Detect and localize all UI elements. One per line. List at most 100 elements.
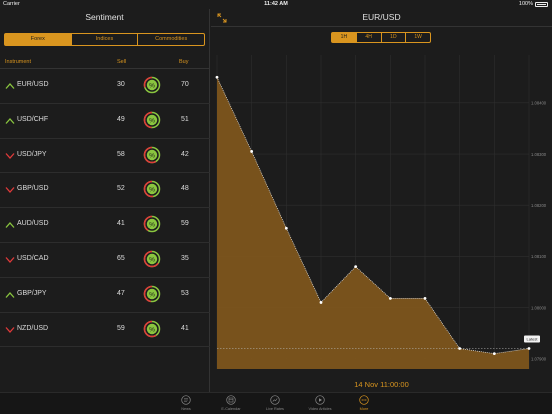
- series-line: [216, 77, 530, 354]
- tab-live-rates[interactable]: Live Rates: [255, 395, 295, 411]
- trend-down-icon: [5, 257, 15, 263]
- sell-value: 49: [117, 115, 125, 123]
- instrument-row[interactable]: GBP/JPY 47% 53: [0, 278, 210, 313]
- timeframe-1w[interactable]: 1W: [414, 34, 422, 40]
- sell-value: 47: [117, 289, 125, 297]
- sentiment-gauge: %: [143, 320, 161, 337]
- chart-panel: EUR/USD 1H 4H 1D 1W 1.08400 1.08300 1.0820…: [211, 9, 552, 392]
- price-chart[interactable]: 1.08400 1.08300 1.08200 1.08100 1.08000 1.079…: [211, 9, 552, 392]
- data-point: [284, 226, 288, 230]
- instrument-row[interactable]: USD/CAD 65% 35: [0, 243, 210, 278]
- gauge-symbol: %: [149, 326, 155, 333]
- y-tick-label: 1.08200: [531, 203, 547, 208]
- battery-icon: [535, 1, 548, 7]
- instrument-row[interactable]: NZD/USD 59% 41: [0, 313, 210, 348]
- clock: 11:42 AM: [264, 1, 288, 7]
- data-point: [527, 347, 531, 350]
- instrument-name: NZD/USD: [17, 324, 49, 332]
- trend-up-icon: [5, 117, 15, 124]
- column-sell: Sell: [117, 59, 127, 65]
- sell-value: 59: [117, 324, 125, 332]
- news-icon: [181, 395, 191, 405]
- y-tick-label: 1.08400: [531, 101, 547, 106]
- data-point: [250, 150, 254, 153]
- tab-label: News: [181, 407, 191, 411]
- gauge-symbol: %: [149, 152, 155, 159]
- tab-label: E-Calendar: [221, 407, 241, 411]
- battery-percent: 100%: [518, 1, 533, 7]
- sentiment-gauge: %: [143, 76, 161, 94]
- data-point: [215, 75, 219, 79]
- trend-down-icon: [5, 187, 15, 194]
- instrument-row[interactable]: EUR/USD 30% 70: [0, 69, 210, 104]
- rates-icon: [270, 395, 280, 405]
- instrument-list: EUR/USD 30% 70 USD/CHF 49% 51 USD/JPY 58% 42 GBP/…: [0, 69, 210, 348]
- y-tick-label: 1.08000: [531, 305, 547, 310]
- sentiment-panel: Sentiment Forex Indices Commodities Inst…: [0, 9, 210, 392]
- tab-video-articles[interactable]: Video Articles: [300, 395, 340, 411]
- trend-up-icon: [5, 83, 15, 89]
- trend-up-icon: [5, 291, 15, 298]
- gauge-symbol: %: [149, 256, 155, 263]
- tab-commodities[interactable]: Commodities: [155, 36, 188, 42]
- sentiment-gauge: %: [143, 111, 161, 129]
- sentiment-gauge: %: [143, 146, 161, 163]
- instrument-row[interactable]: USD/JPY 58% 42: [0, 139, 210, 174]
- tab-more[interactable]: More: [344, 395, 384, 411]
- buy-value: 35: [181, 254, 189, 262]
- panel-title: Sentiment: [85, 12, 124, 22]
- instrument-row[interactable]: USD/CHF 49% 51: [0, 104, 210, 139]
- tab-news[interactable]: News: [166, 395, 206, 411]
- gauge-symbol: %: [149, 291, 155, 298]
- data-point: [458, 347, 462, 350]
- latest-label-box: [524, 335, 540, 343]
- tab-forex[interactable]: Forex: [5, 34, 72, 45]
- gauge-symbol: %: [149, 117, 155, 124]
- data-point: [492, 352, 496, 356]
- tab-indices[interactable]: Indices: [72, 34, 139, 45]
- tab-e-calendar[interactable]: E-Calendar: [211, 395, 251, 411]
- chart-title: EUR/USD: [362, 12, 401, 22]
- y-tick-label: 1.08300: [531, 152, 547, 157]
- instrument-name: USD/JPY: [17, 150, 47, 158]
- y-tick-label: 1.07900: [531, 357, 547, 362]
- chart-datetime: 14 Nov 11:00:00: [354, 380, 409, 389]
- timeframe-1d[interactable]: 1D: [382, 33, 407, 42]
- trend-down-icon: [5, 152, 15, 159]
- sentiment-gauge: %: [143, 215, 161, 233]
- timeframe-control: 1H 4H 1D 1W: [331, 32, 431, 43]
- gauge-symbol: %: [149, 187, 155, 194]
- buy-value: 51: [181, 115, 189, 123]
- sentiment-gauge: %: [143, 250, 161, 268]
- buy-value: 53: [181, 289, 189, 297]
- expand-icon[interactable]: [217, 13, 227, 23]
- latest-label: Latest: [527, 337, 539, 342]
- tab-label: More: [359, 407, 369, 411]
- data-point: [423, 296, 427, 300]
- data-point: [388, 296, 392, 300]
- timeframe-1h[interactable]: 1H: [332, 33, 357, 42]
- status-bar: Carrier 11:42 AM 100%: [0, 0, 552, 9]
- market-segment-control: Forex Indices Commodities: [4, 33, 205, 46]
- buy-value: 41: [181, 324, 189, 332]
- table-header: Instrument Sell Buy: [0, 59, 210, 69]
- instrument-row[interactable]: GBP/USD 52% 48: [0, 173, 210, 209]
- sentiment-gauge: %: [143, 181, 161, 198]
- sentiment-gauge: %: [143, 285, 161, 303]
- battery-indicator: 100%: [519, 1, 548, 7]
- calendar-icon: [226, 395, 236, 405]
- instrument-row[interactable]: AUD/USD 41% 59: [0, 208, 210, 243]
- divider: [211, 26, 552, 27]
- buy-value: 70: [181, 81, 189, 88]
- instrument-name: GBP/USD: [17, 185, 49, 193]
- buy-value: 59: [181, 220, 189, 228]
- tab-label: Video Articles: [308, 407, 332, 411]
- sell-value: 52: [117, 185, 125, 193]
- trend-up-icon: [5, 222, 15, 229]
- timeframe-4h[interactable]: 4H: [357, 33, 382, 42]
- gauge-symbol: %: [149, 82, 155, 89]
- sell-value: 65: [117, 254, 125, 262]
- instrument-name: USD/CHF: [17, 115, 49, 123]
- data-point: [354, 265, 358, 269]
- instrument-name: USD/CAD: [17, 254, 49, 262]
